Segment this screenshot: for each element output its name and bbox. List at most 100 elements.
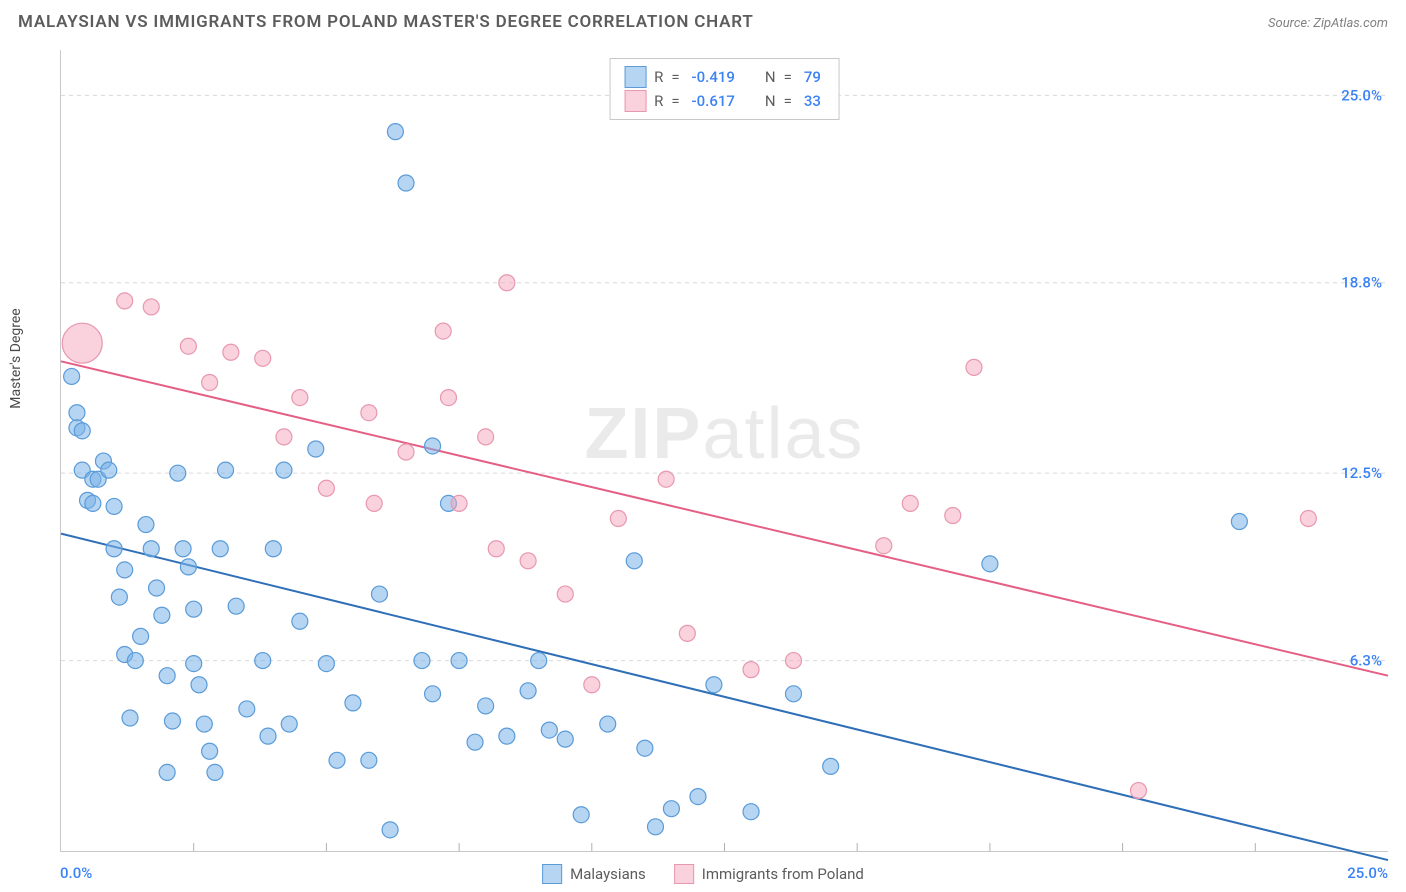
- scatter-point: [371, 586, 387, 602]
- legend-row-pink: R = -0.617 N = 33: [624, 89, 825, 113]
- scatter-point: [308, 441, 324, 457]
- y-tick-label: 18.8%: [1341, 274, 1382, 292]
- scatter-point: [133, 628, 149, 644]
- scatter-point: [143, 541, 159, 557]
- scatter-point: [658, 471, 674, 487]
- scatter-point: [180, 338, 196, 354]
- scatter-point: [743, 662, 759, 678]
- scatter-svg: 25.0%18.8%12.5%6.3%: [61, 50, 1388, 851]
- scatter-point: [281, 716, 297, 732]
- scatter-point: [318, 656, 334, 672]
- scatter-point: [255, 653, 271, 669]
- scatter-point: [1300, 511, 1316, 527]
- x-axis-min: 0.0%: [60, 864, 92, 882]
- scatter-point: [610, 511, 626, 527]
- r-value-pink: -0.617: [692, 89, 735, 113]
- scatter-point: [966, 359, 982, 375]
- scatter-point: [499, 728, 515, 744]
- scatter-point: [366, 495, 382, 511]
- scatter-point: [265, 541, 281, 557]
- scatter-point: [228, 598, 244, 614]
- scatter-point: [467, 734, 483, 750]
- series-label-pink: Immigrants from Poland: [702, 865, 864, 883]
- scatter-point: [398, 175, 414, 191]
- chart-title: MALAYSIAN VS IMMIGRANTS FROM POLAND MAST…: [18, 12, 754, 32]
- scatter-point: [149, 580, 165, 596]
- scatter-point: [451, 495, 467, 511]
- series-label-blue: Malaysians: [570, 865, 646, 883]
- scatter-point: [117, 293, 133, 309]
- scatter-point: [823, 758, 839, 774]
- scatter-point: [292, 613, 308, 629]
- scatter-point: [1231, 514, 1247, 530]
- scatter-point: [573, 807, 589, 823]
- scatter-point: [1131, 783, 1147, 799]
- scatter-point: [361, 752, 377, 768]
- plot-area: 25.0%18.8%12.5%6.3% ZIPatlas R = -0.419 …: [60, 50, 1388, 852]
- scatter-point: [876, 538, 892, 554]
- scatter-point: [626, 553, 642, 569]
- scatter-point: [637, 740, 653, 756]
- r-value-blue: -0.419: [692, 65, 735, 89]
- scatter-point: [255, 350, 271, 366]
- scatter-point: [647, 819, 663, 835]
- x-axis-max: 25.0%: [1347, 864, 1388, 882]
- series-legend: Malaysians Immigrants from Poland: [542, 864, 864, 884]
- scatter-point: [520, 553, 536, 569]
- scatter-point: [557, 586, 573, 602]
- scatter-point: [154, 607, 170, 623]
- scatter-point: [186, 601, 202, 617]
- scatter-point: [127, 653, 143, 669]
- scatter-point: [520, 683, 536, 699]
- scatter-point: [387, 124, 403, 140]
- scatter-point: [191, 677, 207, 693]
- scatter-point: [62, 323, 102, 363]
- scatter-point: [69, 405, 85, 421]
- swatch-blue: [542, 864, 562, 884]
- scatter-point: [207, 764, 223, 780]
- scatter-point: [111, 589, 127, 605]
- legend-item-blue: Malaysians: [542, 864, 646, 884]
- scatter-point: [202, 743, 218, 759]
- scatter-point: [202, 374, 218, 390]
- scatter-point: [117, 562, 133, 578]
- scatter-point: [435, 323, 451, 339]
- scatter-point: [557, 731, 573, 747]
- scatter-point: [101, 462, 117, 478]
- scatter-point: [690, 789, 706, 805]
- source-attribution: Source: ZipAtlas.com: [1268, 16, 1388, 31]
- legend-row-blue: R = -0.419 N = 79: [624, 65, 825, 89]
- swatch-pink: [624, 90, 646, 112]
- y-axis-label: Master's Degree: [8, 308, 24, 408]
- scatter-point: [223, 344, 239, 360]
- trend-line: [61, 361, 1388, 675]
- scatter-point: [64, 368, 80, 384]
- scatter-point: [276, 429, 292, 445]
- scatter-point: [329, 752, 345, 768]
- trend-line: [61, 534, 1388, 860]
- scatter-point: [74, 423, 90, 439]
- scatter-point: [425, 686, 441, 702]
- scatter-point: [180, 559, 196, 575]
- scatter-point: [488, 541, 504, 557]
- scatter-point: [706, 677, 722, 693]
- scatter-point: [478, 429, 494, 445]
- scatter-point: [663, 801, 679, 817]
- scatter-point: [85, 495, 101, 511]
- scatter-point: [982, 556, 998, 572]
- scatter-point: [541, 722, 557, 738]
- scatter-point: [164, 713, 180, 729]
- scatter-point: [902, 495, 918, 511]
- n-value-blue: 79: [804, 65, 821, 89]
- swatch-pink: [674, 864, 694, 884]
- scatter-point: [451, 653, 467, 669]
- swatch-blue: [624, 66, 646, 88]
- scatter-point: [945, 507, 961, 523]
- legend-item-pink: Immigrants from Poland: [674, 864, 864, 884]
- scatter-point: [743, 804, 759, 820]
- scatter-point: [584, 677, 600, 693]
- scatter-point: [292, 390, 308, 406]
- scatter-point: [679, 625, 695, 641]
- scatter-point: [425, 438, 441, 454]
- scatter-point: [786, 653, 802, 669]
